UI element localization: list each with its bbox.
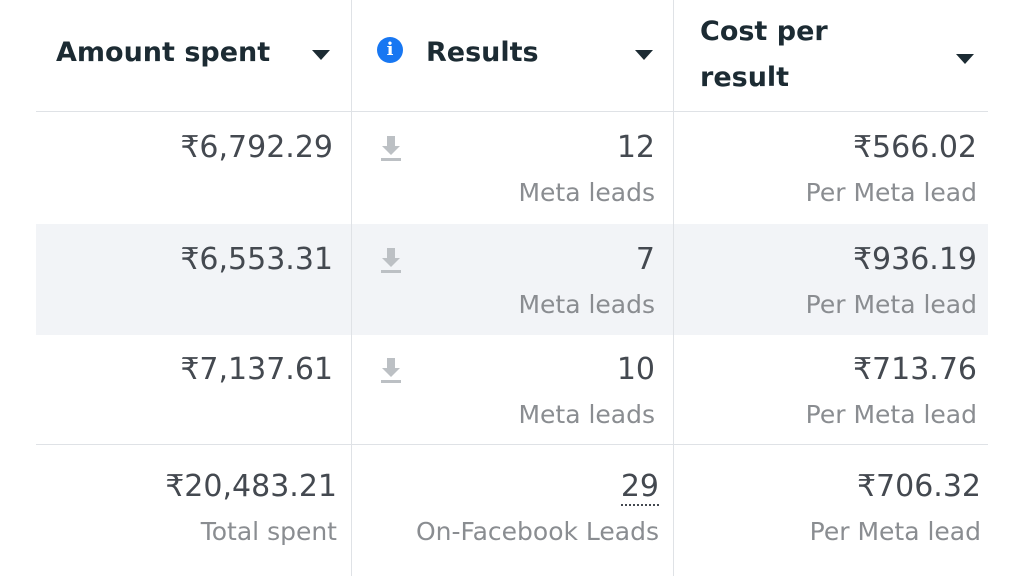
cost-per-result-value: ₹713.76 xyxy=(852,352,977,387)
results-value: 10 xyxy=(616,352,655,387)
column-header-label-line2: result xyxy=(700,62,790,93)
column-header-results[interactable]: i Results xyxy=(352,0,673,111)
cost-per-result-type: Per Meta lead xyxy=(805,178,977,207)
column-header-amount-spent[interactable]: Amount spent xyxy=(36,0,351,111)
row-divider xyxy=(36,444,988,445)
totals-row: ₹20,483.21 Total spent 29 On-Facebook Le… xyxy=(36,445,988,576)
results-type: Meta leads xyxy=(518,400,655,429)
total-results-value[interactable]: 29 xyxy=(620,469,659,506)
amount-spent-value: ₹7,137.61 xyxy=(180,352,333,387)
column-header-label: Results xyxy=(426,37,539,68)
table-row: ₹6,792.29 12 Meta leads ₹566.02 Per Meta… xyxy=(36,112,988,223)
info-icon[interactable]: i xyxy=(377,37,403,63)
column-header-label-line1: Cost per xyxy=(700,16,828,47)
table-row-alt-bg xyxy=(36,224,988,335)
results-type: Meta leads xyxy=(518,178,655,207)
sort-caret-icon[interactable] xyxy=(635,50,653,60)
ads-results-table: Amount spent i Results Cost per result ₹… xyxy=(36,0,988,576)
cost-per-result-value: ₹936.19 xyxy=(852,242,977,277)
total-cost-per-result-label: Per Meta lead xyxy=(809,517,981,546)
cost-per-result-value: ₹566.02 xyxy=(852,130,977,165)
column-divider xyxy=(673,0,674,576)
cost-per-result-type: Per Meta lead xyxy=(805,290,977,319)
download-icon[interactable] xyxy=(378,356,404,384)
cost-per-result-type: Per Meta lead xyxy=(805,400,977,429)
column-header-cost-per-result[interactable]: Cost per result xyxy=(674,0,988,111)
total-results-label: On-Facebook Leads xyxy=(415,517,659,546)
sort-caret-icon[interactable] xyxy=(956,54,974,64)
total-cost-per-result-value: ₹706.32 xyxy=(856,469,981,504)
results-value: 12 xyxy=(616,130,655,165)
sort-caret-icon[interactable] xyxy=(312,50,330,60)
total-amount-spent-value: ₹20,483.21 xyxy=(165,469,337,504)
download-icon[interactable] xyxy=(378,246,404,274)
column-divider xyxy=(351,0,352,576)
amount-spent-value: ₹6,553.31 xyxy=(180,242,333,277)
column-header-label: Amount spent xyxy=(56,37,271,68)
table-row: ₹7,137.61 10 Meta leads ₹713.76 Per Meta… xyxy=(36,334,988,445)
table-row: ₹6,553.31 7 Meta leads ₹936.19 Per Meta … xyxy=(36,224,988,335)
amount-spent-value: ₹6,792.29 xyxy=(180,130,333,165)
total-amount-spent-label: Total spent xyxy=(200,517,337,546)
row-divider xyxy=(36,111,988,112)
results-value: 7 xyxy=(635,242,655,277)
results-type: Meta leads xyxy=(518,290,655,319)
download-icon[interactable] xyxy=(378,134,404,162)
